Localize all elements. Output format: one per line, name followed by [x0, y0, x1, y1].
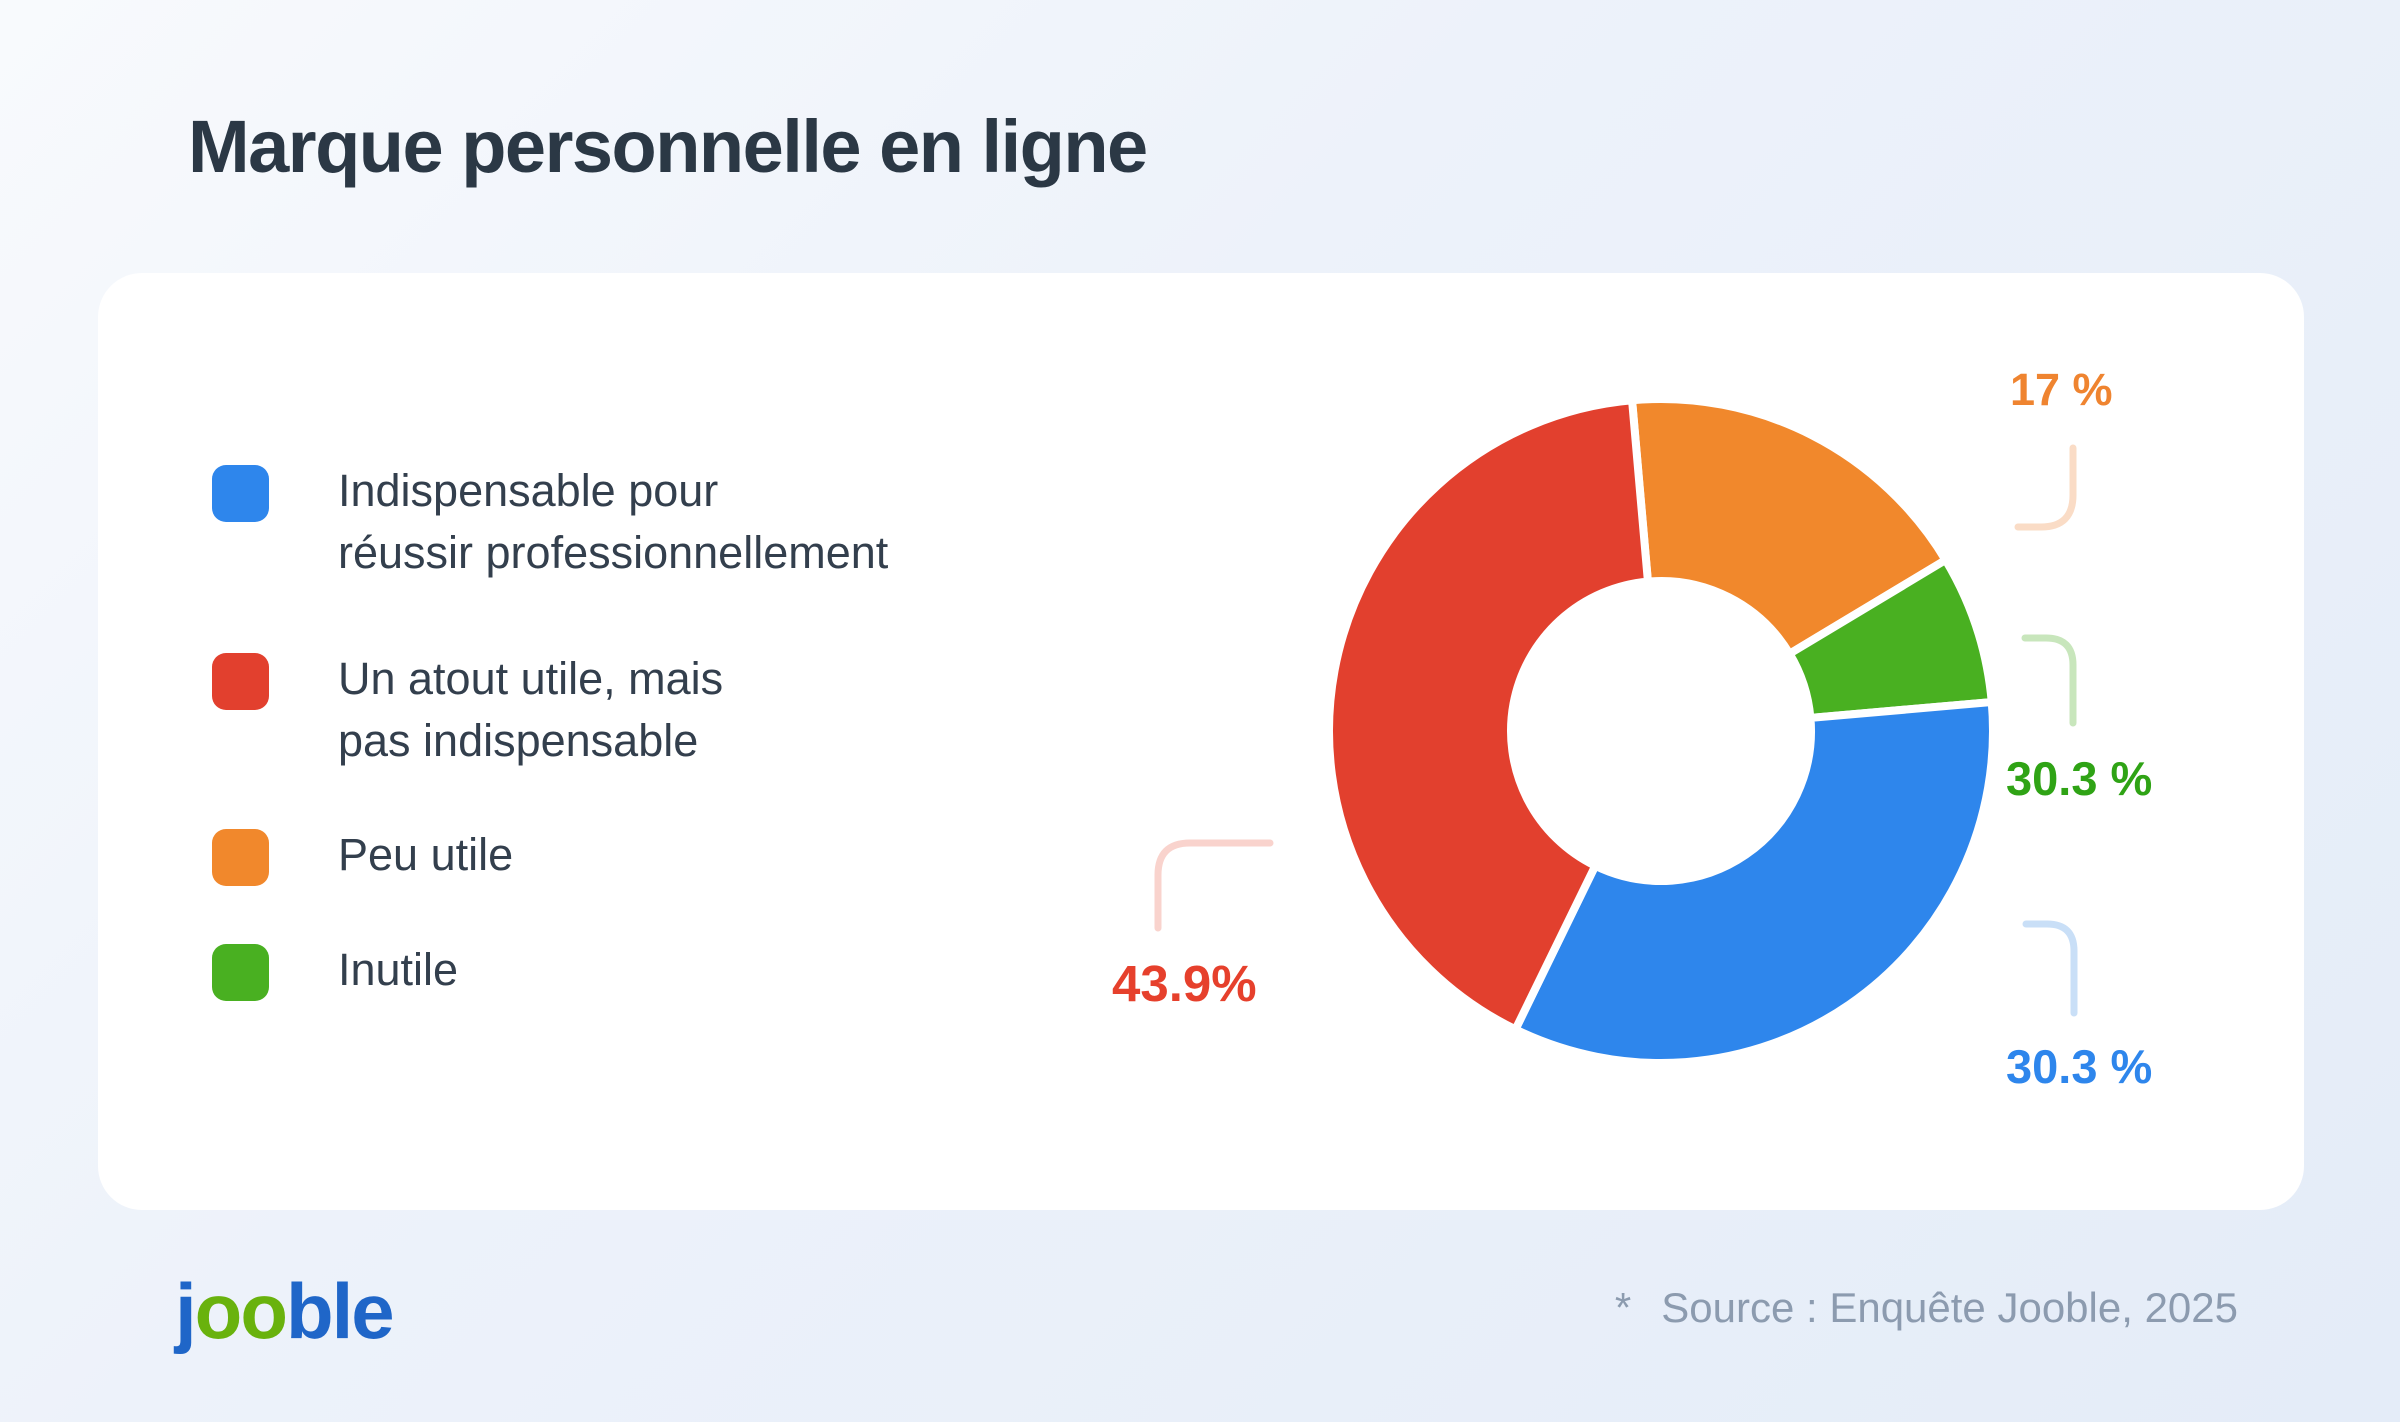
logo-part-ble: ble [285, 1267, 395, 1355]
legend-swatch-blue [212, 465, 269, 522]
percent-label-atout-utile: 43.9% [1112, 955, 1257, 1012]
legend-item-inutile: Inutile [212, 944, 458, 1001]
legend-swatch-orange [212, 829, 269, 886]
donut-slice-peu-utile [1627, 395, 1952, 660]
donut-slice-indispensable [1510, 697, 1998, 1067]
legend-label: Un atout utile, mais pas indispensable [338, 653, 724, 766]
source-asterisk: * [1614, 1284, 1632, 1331]
legend-swatch-red [212, 653, 269, 710]
source-text: Source : Enquête Jooble, 2025 [1661, 1284, 2238, 1331]
label-connector-indispensable [2022, 920, 2078, 1017]
logo-part-j: j [175, 1267, 197, 1355]
percent-label-indispensable: 30.3 % [2006, 1040, 2153, 1093]
percent-label-inutile: 30.3 % [2006, 752, 2153, 805]
legend-item-indispensable: Indispensable pour réussir professionnel… [212, 465, 888, 584]
page-title: Marque personnelle en ligne [188, 105, 1148, 188]
legend-item-peu-utile: Peu utile [212, 829, 513, 886]
legend-label: Inutile [338, 944, 459, 995]
label-connector-inutile [2021, 634, 2077, 727]
legend-item-atout-utile: Un atout utile, mais pas indispensable [212, 653, 723, 772]
legend-label: Peu utile [338, 829, 514, 880]
legend-swatch-green [212, 944, 269, 1001]
label-connector-atout-utile [1154, 839, 1274, 932]
legend-label: Indispensable pour réussir professionnel… [338, 465, 889, 578]
source-note: * Source : Enquête Jooble, 2025 [1615, 1284, 2238, 1332]
jooble-logo: jooble [175, 1266, 395, 1357]
logo-part-oo: oo [194, 1267, 288, 1355]
percent-label-peu-utile: 17 % [2010, 364, 2113, 415]
donut-slice-atout-utile [1325, 395, 1653, 1035]
label-connector-peu-utile [2014, 444, 2077, 531]
